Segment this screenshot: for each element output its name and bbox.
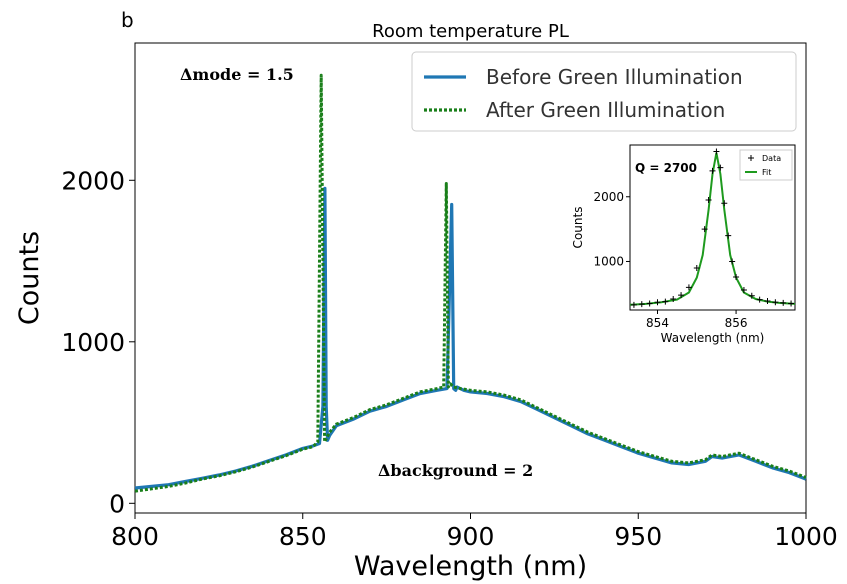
panel-label: b [121, 8, 134, 32]
inset-data-point [756, 296, 763, 303]
y-axis-label: Counts [14, 231, 45, 325]
y-tick-label: 1000 [61, 328, 125, 357]
chart-title: Room temperature PL [372, 21, 569, 42]
inset-x-axis-label: Wavelength (nm) [661, 331, 765, 345]
y-tick-label: 2000 [61, 166, 125, 195]
series-line-after [134, 73, 807, 493]
inset-data-point [729, 258, 736, 265]
series-line-before [134, 186, 807, 490]
x-tick-label: 800 [111, 522, 159, 551]
x-axis-label: Wavelength (nm) [354, 551, 587, 582]
inset-chart: 854 856 1000 2000 Wavelength (nm) Counts Q = 2… [570, 137, 802, 347]
inset-legend-box [739, 149, 793, 181]
x-tick-label: 900 [447, 522, 495, 551]
inset-data-point [670, 296, 677, 302]
inset-x-tick-label: 856 [725, 316, 748, 330]
inset-data-point [701, 226, 708, 233]
inset-y-axis-label: Counts [571, 207, 585, 249]
inset-annotation-q: Q = 2700 [635, 161, 697, 175]
inset-data-point [717, 164, 724, 171]
inset-data-point [685, 284, 692, 291]
inset-legend-marker [748, 155, 754, 161]
legend-box [411, 51, 797, 132]
inset-data-point [733, 274, 740, 280]
inset-y-tick-label: 1000 [593, 254, 624, 268]
inset-data-point [705, 197, 712, 203]
inset-data-point [662, 298, 669, 305]
inset-data-point [748, 292, 755, 299]
inset-data-point [772, 299, 779, 306]
inset-data-point [740, 286, 747, 293]
annotation-mode: Δmode = 1.5 [180, 65, 294, 84]
inset-frame [629, 144, 796, 311]
inset-data-point [693, 264, 700, 271]
inset-data-point [764, 297, 771, 304]
inset-data-point [654, 299, 661, 306]
inset-data-point [780, 299, 787, 306]
x-tick-label: 1000 [774, 522, 838, 551]
legend-label: After Green Illumination [486, 98, 725, 122]
main-chart: Room temperature PL 800 850 900 950 1000 0 1000… [14, 21, 838, 582]
inset-data-point [721, 200, 728, 207]
inset-data-point [709, 167, 716, 174]
x-tick-label: 950 [614, 522, 662, 551]
x-tick-label: 850 [279, 522, 327, 551]
annotation-background: Δbackground = 2 [378, 461, 533, 480]
inset-legend-label: Fit [762, 168, 771, 177]
inset-data-point [725, 232, 732, 239]
inset-legend: Data Fit [739, 149, 793, 181]
inset-data-point [630, 301, 637, 308]
inset-data-point [713, 148, 720, 155]
inset-data-point [788, 300, 795, 307]
y-tick-label: 0 [109, 489, 125, 518]
legend: Before Green Illumination After Green Ill… [411, 51, 797, 132]
inset-data-point [638, 301, 645, 308]
inset-data-point [646, 300, 653, 307]
inset-data-point [678, 292, 685, 299]
inset-y-tick-label: 2000 [593, 190, 624, 204]
inset-legend-label: Data [762, 154, 781, 163]
legend-label: Before Green Illumination [486, 65, 743, 89]
inset-x-tick-label: 854 [646, 316, 669, 330]
